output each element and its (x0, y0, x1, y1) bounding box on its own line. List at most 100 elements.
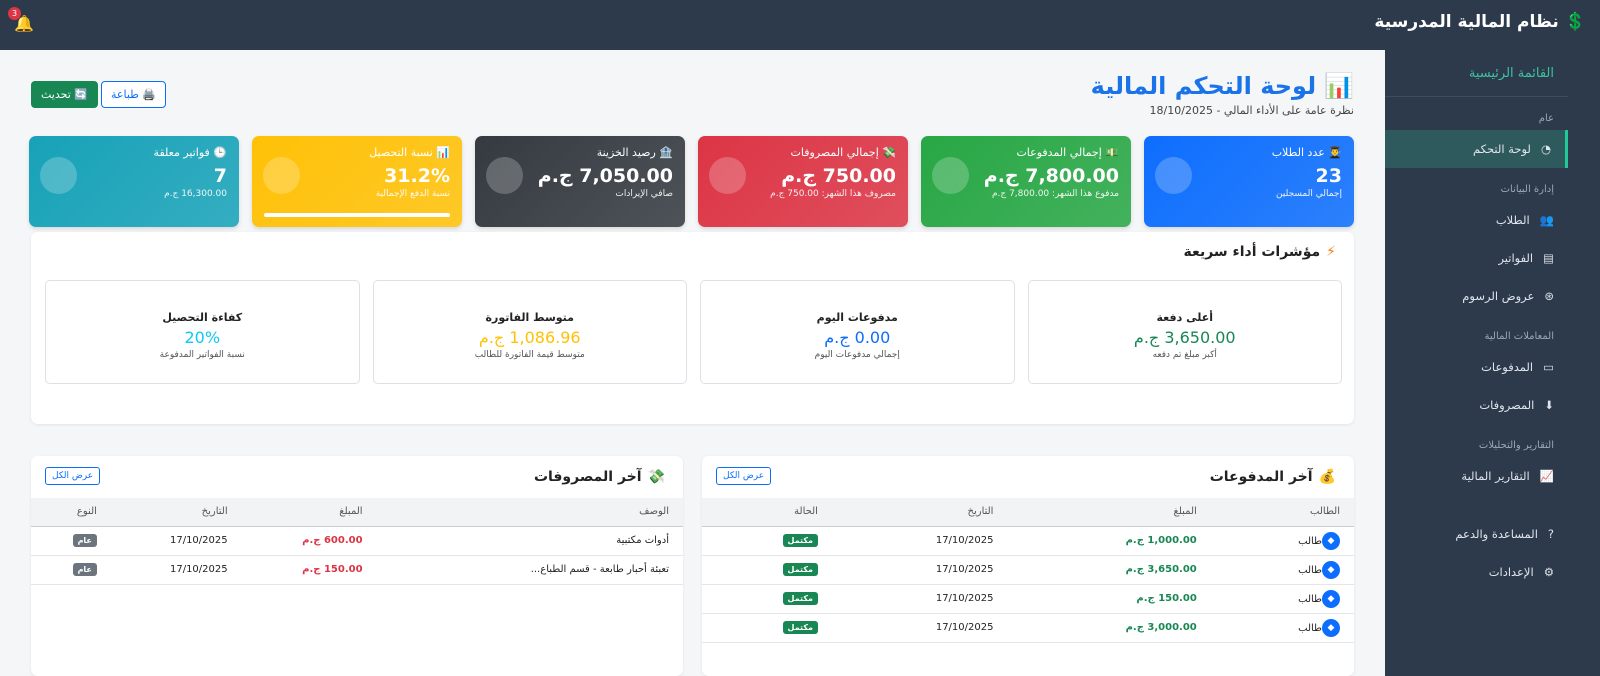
column-header: الطالب (1210, 498, 1354, 527)
stat-card: 💵 إجمالي المدفوعات 7,800.00 ج.م مدفوع هذ… (921, 136, 1131, 227)
chart-icon: 📊 (1324, 72, 1354, 100)
table-row[interactable]: ◆طالب 3,650.00 ج.م 17/10/2025 مكتمل (702, 555, 1354, 585)
card-subtext: 16,300.00 ج.م (164, 189, 227, 199)
card-icon: 👨‍🎓 (1328, 146, 1342, 159)
stat-card: 💸 إجمالي المصروفات 750.00 ج.م مصروف هذا … (698, 136, 908, 227)
sidebar-item[interactable]: ◔ لوحة التحكم (1385, 130, 1568, 168)
app-title: نظام المالية المدرسية (1374, 12, 1559, 32)
payments-title: 💰 آخر المدفوعات (702, 456, 1354, 498)
refresh-button[interactable]: 🔄 تحديث (31, 81, 99, 108)
column-header: النوع (31, 498, 111, 527)
kpi-box: كفاءة التحصيل 20% نسبة الفواتير المدفوعة (45, 280, 360, 384)
card-subtext: مدفوع هذا الشهر: 7,800.00 ج.م (991, 189, 1119, 199)
card-icon: 💸 (882, 146, 896, 159)
kpi-panel: ⚡ مؤشرات أداء سريعة أعلى دفعة 3,650.00 ج.… (31, 232, 1354, 424)
card-icon: 🏦 (659, 146, 673, 159)
fees-icon: ⊛ (1544, 289, 1554, 303)
card-value: 7 (213, 165, 227, 187)
view-all-expenses-button[interactable]: عرض الكل (45, 467, 101, 485)
decorative-circle (486, 157, 523, 194)
card-value: 750.00 ج.م (781, 165, 896, 187)
main-content: 📊 لوحة التحكم المالية نظرة عامة على الأدا… (0, 50, 1385, 676)
decorative-circle (263, 157, 300, 194)
card-subtext: مصروف هذا الشهر: 750.00 ج.م (770, 189, 896, 199)
payment-card-icon: ▭ (1543, 360, 1554, 374)
status-badge: مكتمل (782, 592, 818, 605)
status-badge: مكتمل (782, 534, 818, 547)
sidebar-item[interactable]: ⚙ الإعدادات (1488, 565, 1554, 579)
card-subtext: إجمالي المسجلين (1276, 189, 1342, 199)
expense-icon: ⬇ (1544, 398, 1554, 412)
invoice-icon: ▤ (1543, 251, 1554, 265)
sidebar-section-label: التقارير والتحليلات (1478, 440, 1554, 451)
table-row[interactable]: تعبئة أحبار طابعة - قسم الطباع... 150.00… (31, 555, 683, 585)
table-row[interactable]: ◆طالب 3,000.00 ج.م 17/10/2025 مكتمل (702, 613, 1354, 643)
sidebar-section-label: المعاملات المالية (1484, 331, 1554, 342)
table-row[interactable]: ◆طالب 1,000.00 ج.م 17/10/2025 مكتمل (702, 526, 1354, 556)
column-header: الحالة (702, 498, 832, 527)
stat-cards: 👨‍🎓 عدد الطلاب 23 إجمالي المسجلين 💵 إجما… (29, 136, 1354, 227)
page-subtitle: نظرة عامة على الأداء المالي - 18/10/2025 (1149, 104, 1354, 117)
table-row[interactable]: ◆طالب 150.00 ج.م 17/10/2025 مكتمل (702, 584, 1354, 614)
column-header: المبلغ (1007, 498, 1211, 527)
sidebar-item[interactable]: 📈 التقارير المالية (1461, 469, 1554, 483)
sidebar-title: القائمة الرئيسية (1385, 50, 1568, 97)
column-header: التاريخ (831, 498, 1008, 527)
card-icon: 💵 (1105, 146, 1119, 159)
status-badge: مكتمل (782, 621, 818, 634)
users-icon: 👥 (1539, 213, 1554, 227)
scrollbar[interactable] (1568, 50, 1600, 676)
card-subtext: نسبة الدفع الإجمالية (375, 189, 450, 199)
expenses-title: 💸 آخر المصروفات (31, 456, 683, 498)
progress-bar (264, 213, 450, 217)
decorative-circle (40, 157, 77, 194)
sidebar-item[interactable]: ⬇ المصروفات (1479, 398, 1554, 412)
sidebar-item[interactable]: 👥 الطلاب (1495, 213, 1554, 227)
top-bar: 💲 نظام المالية المدرسية 🔔 3 (0, 0, 1600, 50)
gear-icon: ⚙ (1543, 565, 1554, 579)
card-value: 7,050.00 ج.م (537, 165, 673, 187)
card-subtext: صافي الإيرادات (615, 189, 673, 199)
money-wings-icon: 💸 (647, 469, 665, 485)
table-row[interactable]: أدوات مكتبية 600.00 ج.م 17/10/2025 عام (31, 526, 683, 556)
kpi-box: مدفوعات اليوم 0.00 ج.م إجمالي مدفوعات ال… (700, 280, 1015, 384)
stat-card: 🏦 رصيد الخزينة 7,050.00 ج.م صافي الإيراد… (475, 136, 685, 227)
stat-card: 👨‍🎓 عدد الطلاب 23 إجمالي المسجلين (1144, 136, 1354, 227)
card-icon: 📊 (436, 146, 450, 159)
payments-table: الطالب المبلغ التاريخ الحالة ◆طالب 1,000.00… (702, 498, 1354, 643)
sidebar-item[interactable]: ▤ الفواتير (1498, 251, 1554, 265)
kpi-title: ⚡ مؤشرات أداء سريعة (31, 232, 1354, 272)
chart-line-icon: 📈 (1539, 469, 1554, 483)
print-button[interactable]: 🖨️ طباعة (101, 81, 167, 108)
sidebar-section-label: عام (1538, 113, 1554, 124)
view-all-payments-button[interactable]: عرض الكل (716, 467, 772, 485)
column-header: التاريخ (110, 498, 242, 527)
stat-card: 📊 نسبة التحصيل 31.2% نسبة الدفع الإجمالي… (252, 136, 462, 227)
status-badge: مكتمل (782, 563, 818, 576)
type-badge: عام (72, 534, 97, 547)
dashboard-icon: ◔ (1540, 142, 1551, 156)
decorative-circle (1155, 157, 1192, 194)
bell-icon[interactable]: 🔔 (14, 14, 34, 33)
sidebar: القائمة الرئيسية عام ◔ لوحة التحكم إدارة ال… (1385, 50, 1568, 676)
student-icon: ◆ (1322, 531, 1340, 550)
help-icon: ? (1547, 527, 1554, 541)
sidebar-item[interactable]: ⊛ عروض الرسوم (1462, 289, 1554, 303)
stat-card: 🕒 فواتير معلقة 7 16,300.00 ج.م (29, 136, 239, 227)
page-title: 📊 لوحة التحكم المالية (1090, 72, 1354, 100)
sidebar-item[interactable]: ▭ المدفوعات (1481, 360, 1554, 374)
column-header: الوصف (376, 498, 683, 527)
money-bag-icon: 💰 (1318, 469, 1336, 485)
lightning-icon: ⚡ (1326, 244, 1336, 260)
card-icon: 🕒 (213, 146, 227, 159)
notification-count: 3 (8, 7, 21, 20)
card-value: 7,800.00 ج.م (983, 165, 1119, 187)
kpi-box: أعلى دفعة 3,650.00 ج.م أكبر مبلغ تم دفعه (1027, 280, 1342, 384)
app-brand[interactable]: 💲 نظام المالية المدرسية (1374, 12, 1586, 32)
decorative-circle (932, 157, 969, 194)
recent-payments-panel: 💰 آخر المدفوعات عرض الكل الطالب المبلغ التا… (702, 456, 1354, 676)
expenses-table: الوصف المبلغ التاريخ النوع أدوات مكتبية 600… (31, 498, 683, 585)
student-icon: ◆ (1322, 589, 1340, 608)
card-value: 23 (1315, 165, 1342, 187)
sidebar-item[interactable]: ? المساعدة والدعم (1455, 527, 1554, 541)
